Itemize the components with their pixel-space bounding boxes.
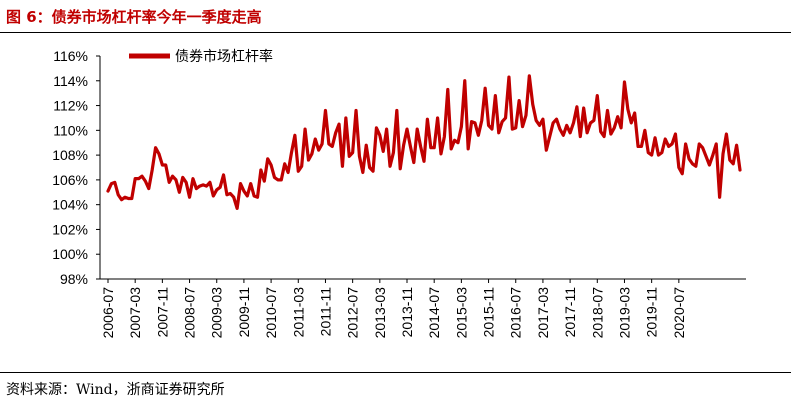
x-tick-label: 2007-03 (127, 287, 143, 339)
y-tick-label: 100% (52, 246, 88, 262)
x-tick-label: 2007-11 (154, 287, 170, 338)
x-tick-label: 2015-11 (481, 287, 497, 338)
y-axis: 98% 100% 102% 104% 106% 108% 110% 112% 114% 116% (52, 48, 101, 287)
source-divider (0, 372, 791, 373)
y-tick-label: 114% (53, 73, 88, 89)
title-divider (0, 32, 791, 33)
y-tick-label: 104% (52, 197, 88, 213)
source-note: 资料来源：Wind，浙商证券研究所 (6, 382, 225, 398)
y-tick-label: 108% (52, 147, 88, 163)
legend-label: 债券市场杠杆率 (175, 48, 273, 65)
figure-title: 图 6：债券市场杠杆率今年一季度走高 (6, 8, 262, 26)
x-tick-label: 2009-03 (209, 287, 225, 339)
plot-area (106, 74, 742, 210)
y-tick-label: 106% (52, 172, 88, 188)
x-tick-label: 2014-07 (426, 287, 442, 339)
y-tick-label: 102% (52, 221, 88, 237)
x-axis: 2006-07 2007-03 2007-11 2008-07 2009-03 2009-… (100, 278, 746, 339)
x-tick-label: 2013-03 (372, 287, 388, 339)
series-line-leverage (106, 74, 742, 210)
y-tick-label: 112% (53, 98, 88, 114)
x-tick-label: 2018-07 (589, 287, 605, 339)
x-tick-label: 2010-07 (263, 287, 279, 339)
y-tick-label: 116% (53, 48, 88, 64)
x-tick-label: 2019-11 (644, 287, 660, 338)
x-tick-label: 2013-11 (399, 287, 415, 338)
x-tick-label: 2008-07 (182, 287, 198, 339)
x-tick-label: 2006-07 (100, 287, 116, 339)
x-tick-label: 2015-03 (453, 287, 469, 339)
x-tick-label: 2017-03 (535, 287, 551, 339)
x-tick-label: 2011-03 (290, 287, 306, 338)
x-tick-label: 2011-11 (317, 287, 333, 337)
x-tick-label: 2017-11 (562, 287, 578, 338)
x-tick-label: 2016-07 (508, 287, 524, 339)
x-tick-label: 2009-11 (236, 287, 252, 338)
y-tick-label: 98% (60, 271, 88, 287)
y-tick-label: 110% (53, 122, 88, 138)
x-tick-label: 2019-03 (616, 287, 632, 339)
line-chart: 98%100%102%104%106%108%110%112%114%116% … (52, 48, 746, 339)
x-tick-label: 2020-07 (671, 287, 687, 339)
legend: 债券市场杠杆率 (129, 48, 273, 65)
x-tick-label: 2012-07 (345, 287, 361, 339)
